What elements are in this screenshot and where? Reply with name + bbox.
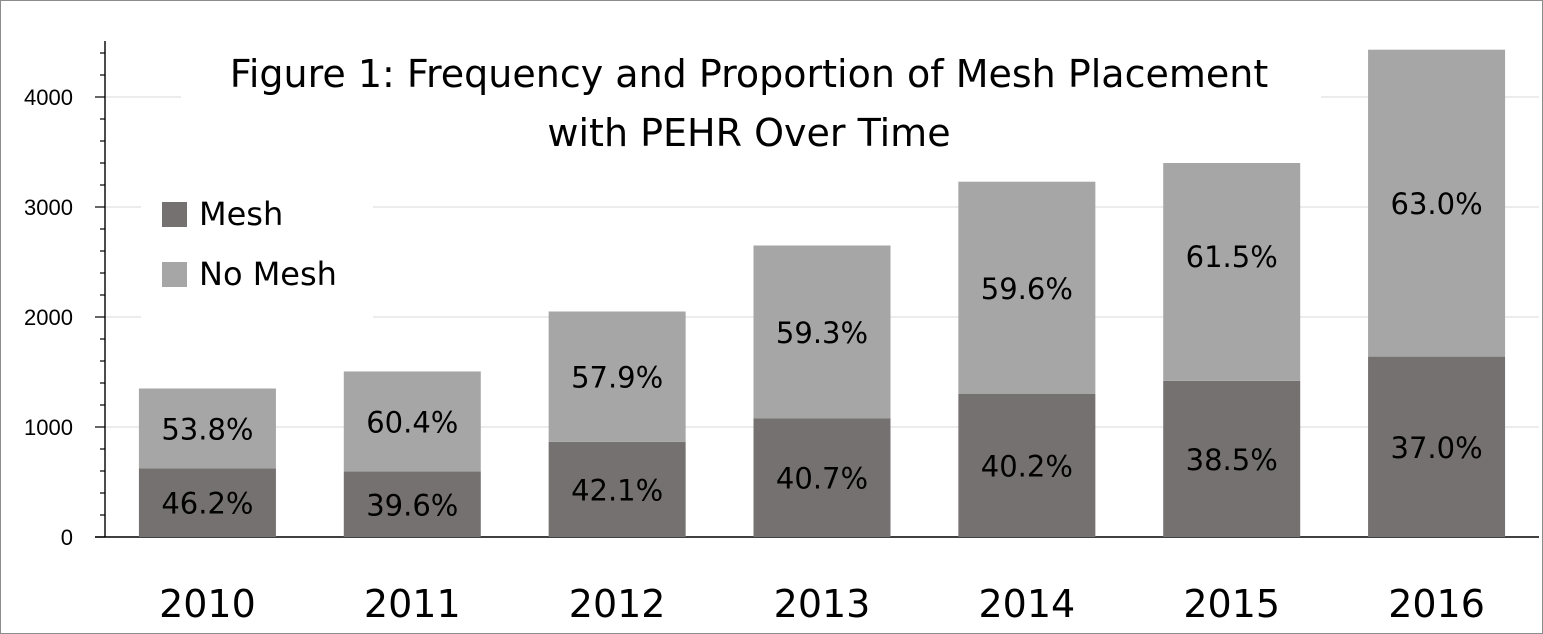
bar-no-mesh: [958, 181, 1096, 394]
bar-no-mesh: [138, 388, 276, 469]
bar-mesh: [343, 471, 481, 537]
legend: Mesh No Mesh: [141, 185, 373, 321]
bar-mesh: [138, 468, 276, 537]
bar-no-mesh-label: 53.8%: [161, 412, 253, 446]
y-tick-label: 3000: [24, 195, 73, 220]
x-axis-labels: 2010 2011 2012 2013 2014 2015 2016: [159, 582, 1485, 626]
x-category-label: 2011: [364, 582, 461, 626]
bar-no-mesh-label: 57.9%: [571, 361, 663, 395]
x-category-label: 2015: [1183, 582, 1280, 626]
y-tick-label: 0: [61, 525, 73, 550]
legend-swatch-no-mesh: [162, 262, 187, 287]
bar-no-mesh: [548, 311, 686, 442]
bar-mesh: [1163, 380, 1301, 537]
x-category-label: 2013: [774, 582, 871, 626]
title-line: with PEHR Over Time: [547, 111, 950, 155]
bar-mesh-label: 39.6%: [366, 488, 458, 522]
x-category-label: 2014: [978, 582, 1075, 626]
bar-mesh: [958, 394, 1096, 537]
bar-mesh-label: 42.1%: [571, 473, 663, 507]
bar-mesh-label: 40.2%: [981, 450, 1073, 484]
bar-no-mesh-label: 61.5%: [1186, 240, 1278, 274]
bar-mesh: [1368, 356, 1506, 537]
bar-no-mesh-label: 60.4%: [366, 406, 458, 440]
x-category-label: 2010: [159, 582, 256, 626]
legend-label-no-mesh: No Mesh: [199, 255, 337, 293]
bar-mesh-label: 46.2%: [161, 487, 253, 521]
bar-no-mesh-label: 59.6%: [981, 272, 1073, 306]
y-tick-label: 4000: [24, 85, 73, 110]
chart-title: Figure 1: Frequency and Proportion of Me…: [181, 45, 1321, 163]
bar-no-mesh: [1368, 49, 1506, 357]
legend-swatch-mesh: [162, 202, 187, 227]
bar-mesh-label: 37.0%: [1391, 431, 1483, 465]
x-category-label: 2012: [569, 582, 666, 626]
bar-mesh-label: 40.7%: [776, 462, 868, 496]
bar-no-mesh-label: 59.3%: [776, 316, 868, 350]
bar-no-mesh: [753, 245, 891, 419]
data-labels: 46.2% 53.8% 39.6% 60.4% 42.1% 57.9% 40.7% 59.3%…: [161, 187, 1482, 522]
bar-no-mesh: [343, 371, 481, 472]
title-background: [181, 45, 1321, 163]
bars: [138, 49, 1506, 537]
y-tick-label: 1000: [24, 415, 73, 440]
bar-no-mesh: [1163, 131, 1301, 381]
bar-mesh-label: 38.5%: [1186, 443, 1278, 477]
y-tick-label: 2000: [24, 305, 73, 330]
x-category-label: 2016: [1388, 582, 1485, 626]
bar-mesh: [753, 418, 891, 537]
bar-mesh: [548, 441, 686, 537]
bar-no-mesh-label: 63.0%: [1391, 187, 1483, 221]
y-axis: 0 1000 2000 3000 4000: [24, 41, 1539, 550]
legend-label-mesh: Mesh: [199, 195, 283, 233]
title-line: Figure 1: Frequency and Proportion of Me…: [230, 52, 1269, 96]
